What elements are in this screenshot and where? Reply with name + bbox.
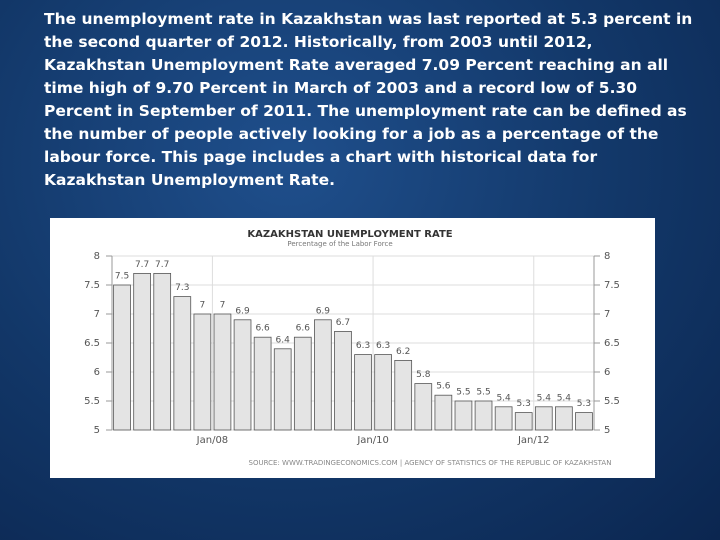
bar (153, 272, 172, 431)
text-line: Percent in September of 2011. The unempl… (44, 102, 687, 120)
chart-source: SOURCE: WWW.TRADINGECONOMICS.COM | AGENC… (249, 459, 612, 467)
y2-tick-label: 5 (604, 425, 610, 436)
chart-subtitle: Percentage of the Labor Force (287, 240, 392, 248)
value-label: 5.3 (517, 399, 531, 409)
y-tick-label: 6.5 (84, 338, 100, 349)
value-label: 6.9 (316, 306, 331, 316)
value-label: 5.6 (436, 382, 451, 392)
y2-tick-label: 8 (604, 251, 610, 262)
bar (494, 406, 513, 431)
value-label: 5.4 (496, 393, 511, 403)
value-label: 5.4 (537, 393, 552, 403)
y2-tick-label: 7 (604, 309, 610, 320)
bar (113, 284, 131, 431)
value-label: 6.6 (255, 324, 270, 334)
value-label: 6.4 (276, 335, 291, 345)
bar (354, 354, 372, 431)
chart-title: KAZAKHSTAN UNEMPLOYMENT RATE (247, 229, 452, 240)
bar (374, 354, 392, 431)
y-tick-label: 6 (94, 367, 100, 378)
bar (193, 313, 212, 431)
x-tick-label: Jan/08 (196, 435, 229, 446)
bar (555, 406, 573, 431)
value-label: 6.3 (376, 341, 390, 351)
text-line: the number of people actively looking fo… (44, 125, 659, 143)
value-label: 5.5 (476, 388, 490, 398)
value-label: 6.6 (296, 324, 311, 334)
y2-tick-label: 5.5 (604, 396, 620, 407)
bar (133, 272, 151, 431)
bar (534, 406, 553, 431)
text-line: time high of 9.70 Percent in March of 20… (44, 79, 638, 97)
text-line: Kazakhstan Unemployment Rate averaged 7.… (44, 56, 669, 74)
text-line: Kazakhstan Unemployment Rate. (44, 171, 335, 189)
y-tick-label: 5 (94, 425, 100, 436)
value-label: 6.9 (235, 306, 250, 316)
bar (454, 400, 473, 431)
value-label: 7.5 (115, 272, 129, 282)
bar (514, 412, 533, 431)
bar (434, 394, 453, 431)
value-label: 5.4 (557, 393, 572, 403)
bar (213, 313, 232, 431)
x-tick-label: Jan/12 (517, 435, 550, 446)
text-line: The unemployment rate in Kazakhstan was … (44, 10, 693, 28)
y2-tick-label: 6.5 (604, 338, 620, 349)
bar (394, 359, 413, 431)
bar (334, 330, 352, 431)
bar (414, 383, 433, 431)
text-line: the second quarter of 2012. Historically… (44, 33, 593, 51)
y-tick-label: 8 (94, 251, 100, 262)
bar (314, 319, 332, 431)
bar (173, 296, 192, 431)
text-line: labour force. This page includes a chart… (44, 148, 598, 166)
y2-tick-label: 6 (604, 367, 610, 378)
bar (273, 348, 292, 431)
value-label: 6.3 (356, 341, 370, 351)
x-tick-label: Jan/10 (356, 435, 389, 446)
value-label: 7 (220, 301, 226, 311)
y-tick-label: 7 (94, 309, 100, 320)
value-label: 6.7 (336, 318, 350, 328)
description: The unemployment rate in Kazakhstan was … (44, 8, 692, 192)
y-tick-label: 5.5 (84, 396, 100, 407)
value-label: 5.5 (456, 388, 470, 398)
bar (474, 400, 493, 431)
bar (293, 336, 312, 431)
value-label: 7 (200, 301, 206, 311)
value-label: 5.3 (577, 399, 591, 409)
value-label: 7.7 (155, 260, 169, 270)
value-label: 7.7 (135, 260, 149, 270)
value-label: 7.3 (175, 283, 189, 293)
bar (575, 412, 593, 431)
value-label: 5.8 (416, 370, 431, 380)
y-tick-label: 7.5 (84, 280, 100, 291)
bar (253, 336, 272, 431)
y2-tick-label: 7.5 (604, 280, 620, 291)
bar (233, 319, 252, 431)
value-label: 6.2 (396, 347, 410, 357)
